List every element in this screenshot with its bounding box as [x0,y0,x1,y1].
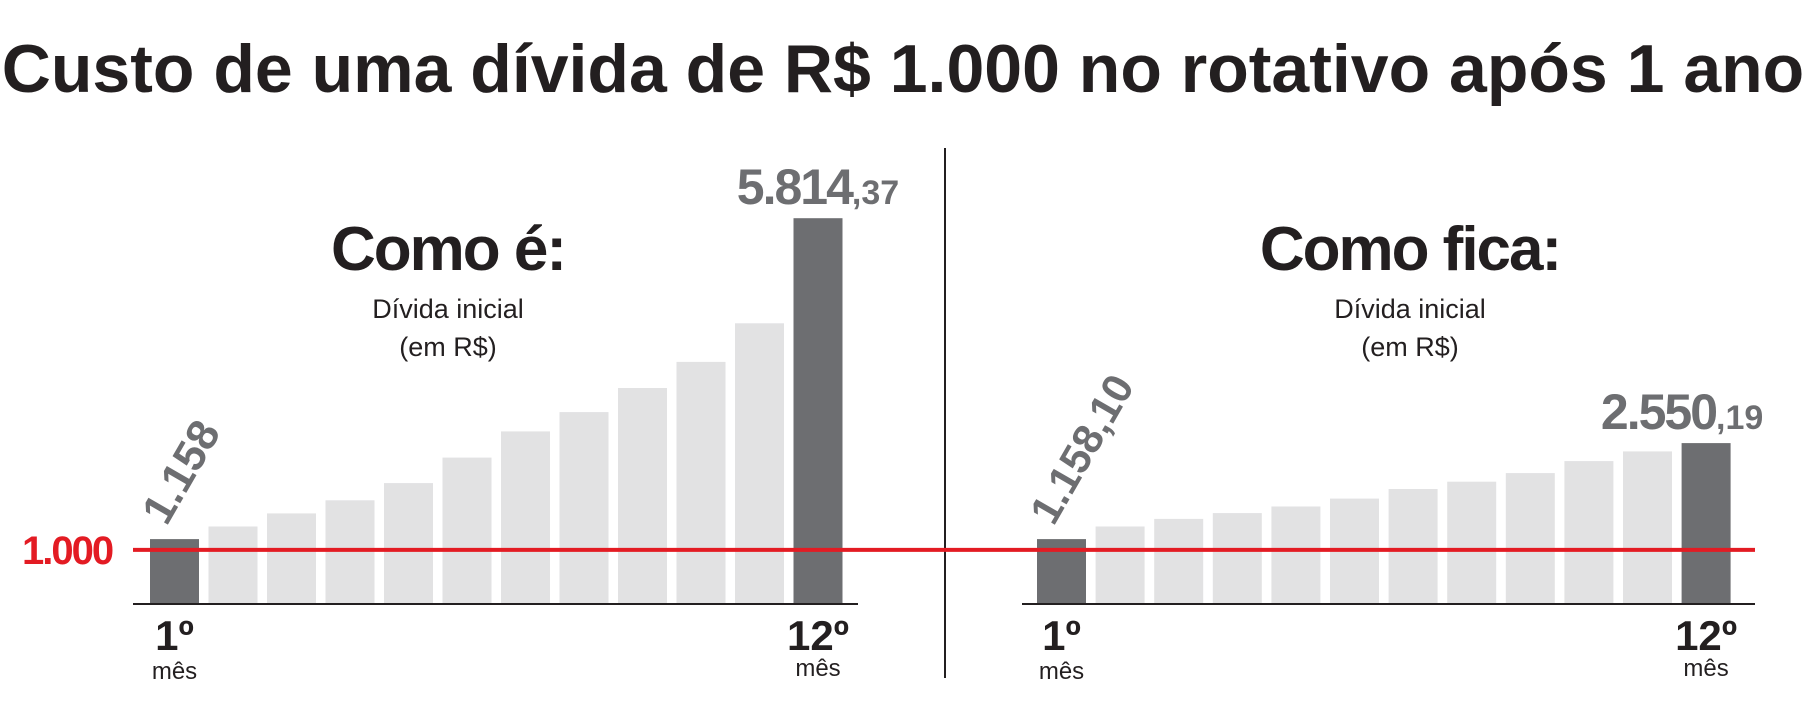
panel-como-fica: Como fica: Dívida inicial (em R$) 1º mês… [1021,215,1764,685]
bar-9 [618,388,667,603]
bar-4 [1212,513,1262,603]
x-tick-last-unit: mês [1683,655,1728,682]
bar-7 [501,431,550,603]
panel-como-e: Como é: Dívida inicial (em R$) 1º mês 12… [133,159,899,685]
bar-2 [208,526,258,603]
first-bar-label: 1.158,10 [1021,366,1143,531]
bar-12 [793,218,843,603]
reference-label: 1.000 [22,529,113,573]
x-tick-first-unit: mês [152,658,197,685]
chart-title: Custo de uma dívida de R$ 1.000 no rotat… [2,31,1804,107]
panel-title: Como é: [331,215,565,284]
panel-subtitle-line1: Dívida inicial [372,294,524,324]
panel-subtitle-line1: Dívida inicial [1334,294,1486,324]
x-tick-last-unit: mês [795,655,840,682]
bar-10 [676,361,726,604]
bar-9 [1505,473,1555,603]
last-bar-label-int: 5.814 [737,159,854,215]
x-tick-first: 1º [1042,612,1081,659]
bar-10 [1564,461,1614,603]
x-tick-last: 12º [787,612,849,659]
bar-5 [1271,506,1321,603]
last-bar-label: 5.814,37 [737,159,899,215]
x-tick-first-unit: mês [1039,658,1084,685]
x-tick-first: 1º [155,612,194,659]
panel-subtitle-line2: (em R$) [1361,332,1459,362]
last-bar-label-dec: ,19 [1716,399,1763,437]
last-bar-label-dec: ,37 [852,174,899,212]
bar-3 [267,513,316,603]
panel-subtitle-line2: (em R$) [399,332,497,362]
bar-8 [559,412,609,603]
first-bar-label: 1.158 [133,412,230,532]
panel-title: Como fica: [1260,215,1560,284]
bar-3 [1154,518,1204,603]
last-bar-label-int: 2.550 [1601,384,1716,440]
bar-11 [1623,451,1672,603]
bar-7 [1388,489,1438,603]
bar-8 [1447,481,1497,603]
bar-6 [442,457,492,603]
last-bar-label: 2.550,19 [1601,384,1763,440]
bar-5 [384,483,433,603]
bar-series [1037,443,1731,603]
bar-2 [1095,526,1145,603]
bar-11 [735,323,784,603]
x-tick-last: 12º [1675,612,1737,659]
bar-12 [1681,443,1731,603]
